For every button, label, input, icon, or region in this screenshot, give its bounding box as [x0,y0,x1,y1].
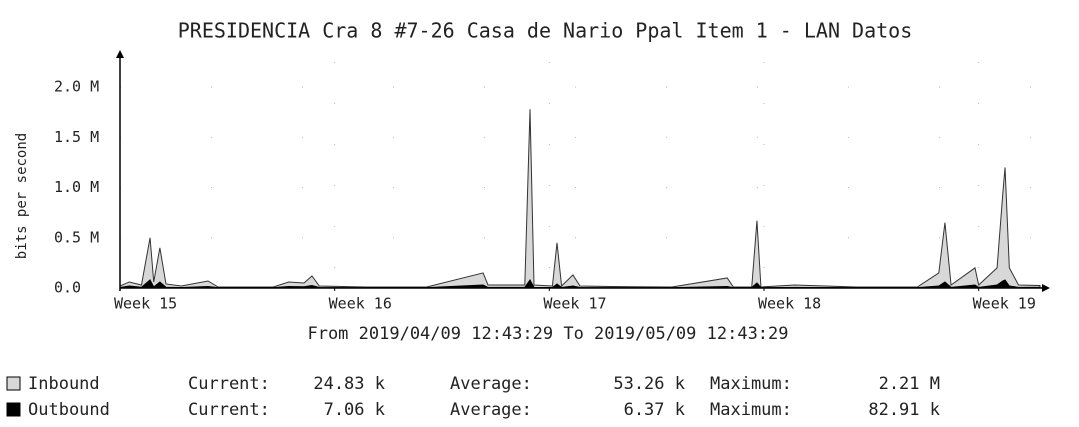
legend-stat-label: Maximum: [710,400,792,420]
legend-stat-label: Average: [450,374,532,394]
y-tick-label: 1.5 M [54,128,99,146]
legend-stat-value: 2.21 M [879,374,940,394]
legend-stat-value: 6.37 k [624,400,685,420]
x-axis-arrow [1042,284,1050,292]
x-axis-label: From 2019/04/09 12:43:29 To 2019/05/09 1… [307,324,788,344]
x-tick-label: Week 15 [114,295,177,313]
legend-label: Outbound [28,400,110,420]
x-tick-label: Week 16 [329,295,392,313]
x-tick-label: Week 17 [543,295,606,313]
y-tick-label: 0.5 M [54,228,99,246]
y-tick-label: 2.0 M [54,78,99,96]
legend-stat-label: Current: [188,374,270,394]
x-tick-label: Week 19 [973,295,1036,313]
y-axis-label: bits per second [14,133,30,259]
legend-stat-value: 53.26 k [613,374,685,394]
legend-swatch [6,402,21,417]
y-tick-label: 1.0 M [54,178,99,196]
legend-stat-label: Current: [188,400,270,420]
legend-stat-label: Maximum: [710,374,792,394]
y-tick-label: 0.0 [54,279,81,297]
y-axis-arrow [116,50,124,58]
chart-title: PRESIDENCIA Cra 8 #7-26 Casa de Nario Pp… [178,19,913,43]
legend-swatch [6,376,21,391]
legend-stat-label: Average: [450,400,532,420]
legend-stat-value: 7.06 k [324,400,385,420]
legend-stat-value: 82.91 k [868,400,940,420]
legend-label: Inbound [28,374,100,394]
legend-stat-value: 24.83 k [313,374,385,394]
area-inbound [119,109,1041,289]
x-tick-label: Week 18 [758,295,821,313]
